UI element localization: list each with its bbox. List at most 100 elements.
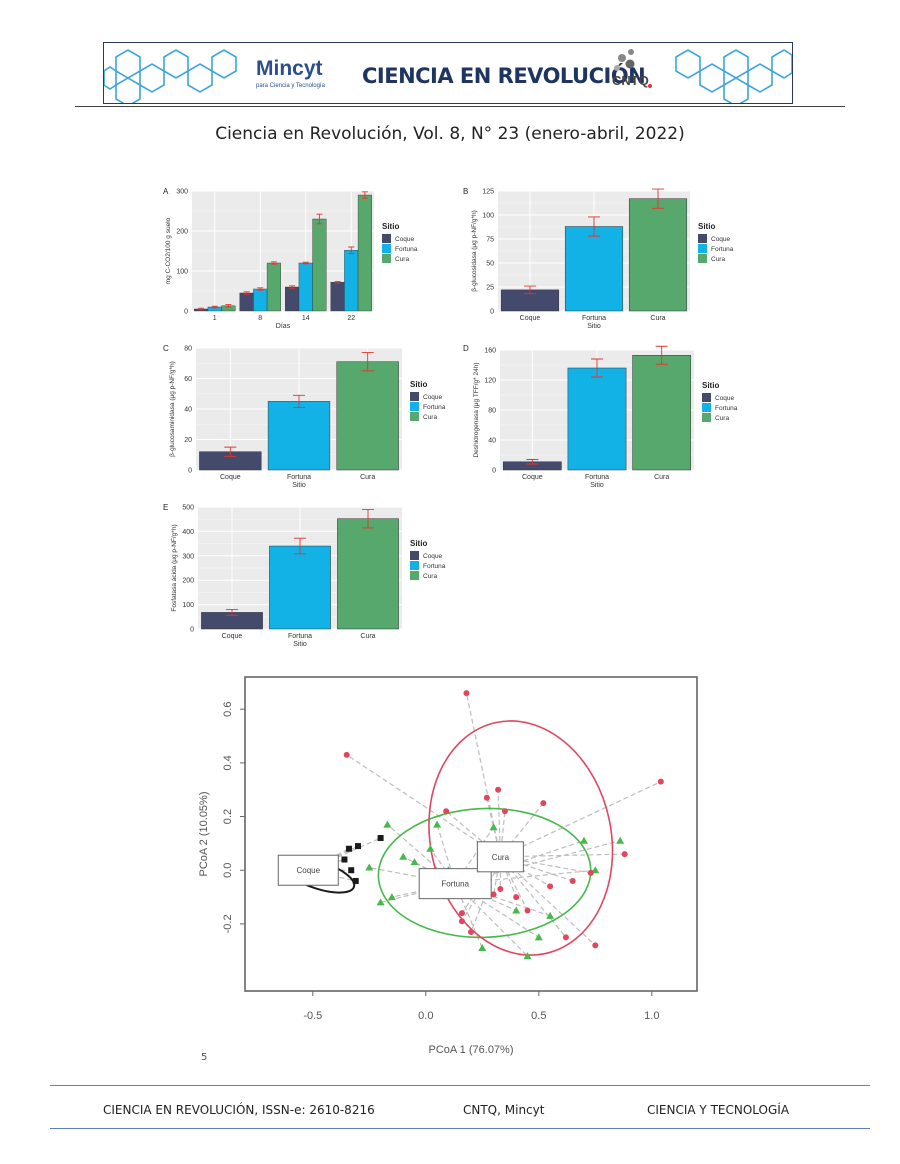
x-tick-label: 1 xyxy=(213,315,217,322)
y-axis-label: Fosfatasa ácida (μg p-NF/g*h) xyxy=(171,524,178,611)
x-axis-label: Días xyxy=(276,323,291,330)
y-tick-label: 60 xyxy=(184,376,192,383)
y-tick-label: 25 xyxy=(486,285,494,292)
error-bar xyxy=(224,446,237,457)
data-point xyxy=(497,886,504,893)
legend-swatch xyxy=(702,393,711,402)
y-tick-label: 0.2 xyxy=(222,809,234,824)
legend-label: Fortuna xyxy=(715,405,738,412)
x-axis-label: Sitio xyxy=(292,482,306,489)
data-point xyxy=(376,898,385,906)
data-point xyxy=(569,877,576,884)
data-point xyxy=(501,808,508,815)
legend-swatch xyxy=(410,561,419,570)
error-bar xyxy=(334,280,341,284)
x-tick-label: Fortuna xyxy=(287,474,311,481)
data-point xyxy=(587,869,594,876)
legend-label: Coque xyxy=(711,236,731,243)
pcoa-plot: -0.5 0.0 0.5 1.0 -0.2 0.0 0.2 0.4 0.6 PCoA 1 (76.… xyxy=(195,675,720,1090)
chart-panel-a: A 0 100 200 300 1 8 14 22 Días mg C-CO2/100 g suel… xyxy=(160,185,420,340)
y-tick-label: 400 xyxy=(182,529,194,536)
spider-line xyxy=(500,781,662,858)
legend-label: Cura xyxy=(395,256,409,263)
centroid-label: Fortuna xyxy=(441,880,469,889)
data-point xyxy=(657,778,664,785)
banner-graphic: Mincyt para Ciencia y Tecnología CIENCIA… xyxy=(103,49,793,107)
data-point xyxy=(495,786,502,793)
error-bar xyxy=(361,191,368,199)
panel-letter: D xyxy=(463,344,469,353)
spider-line xyxy=(369,866,456,885)
legend-label: Coque xyxy=(395,236,415,243)
legend-swatch xyxy=(382,234,391,243)
legend-label: Cura xyxy=(423,573,437,580)
y-tick-label: 300 xyxy=(176,189,188,196)
data-point xyxy=(562,934,569,941)
data-point xyxy=(478,944,487,952)
group-ellipse xyxy=(377,807,592,939)
error-bar xyxy=(652,188,664,209)
legend-label: Fortuna xyxy=(395,246,418,253)
bar xyxy=(357,194,372,312)
y-tick-label: 80 xyxy=(488,408,496,415)
mincyt-logo-sub: para Ciencia y Tecnología xyxy=(256,83,326,89)
error-bar xyxy=(211,305,218,309)
data-point xyxy=(345,845,352,852)
legend-label: Cura xyxy=(711,256,725,263)
error-bar xyxy=(526,459,539,465)
bar xyxy=(269,545,331,630)
bar xyxy=(344,249,359,312)
bar xyxy=(628,198,688,312)
error-bar xyxy=(225,304,232,308)
bar xyxy=(330,281,345,312)
banner-title: CIENCIA EN REVOLUCIÓN xyxy=(362,63,645,88)
error-bar xyxy=(243,291,250,295)
cntq-logo-icon xyxy=(614,49,652,88)
y-tick-label: -0.2 xyxy=(222,914,234,933)
legend-swatch xyxy=(698,254,707,263)
error-bar xyxy=(655,345,668,365)
data-point xyxy=(580,836,588,844)
header-rule xyxy=(75,106,845,107)
x-axis-label: Sitio xyxy=(587,323,601,330)
legend-swatch xyxy=(410,551,419,560)
data-point xyxy=(546,911,555,919)
data-point xyxy=(341,856,348,863)
bar xyxy=(239,292,254,312)
x-tick-label: Cura xyxy=(360,474,375,481)
data-point xyxy=(343,751,350,758)
hexagon-pattern-left-icon xyxy=(103,49,237,107)
legend-title: Sitio xyxy=(702,381,719,390)
spider-line xyxy=(308,837,381,871)
data-point xyxy=(534,933,543,941)
data-point xyxy=(463,690,470,697)
bar xyxy=(267,401,331,471)
legend-swatch xyxy=(410,412,419,421)
y-tick-label: 160 xyxy=(484,348,496,355)
y-tick-label: 20 xyxy=(184,437,192,444)
legend-swatch xyxy=(698,234,707,243)
legend-swatch xyxy=(410,402,419,411)
x-tick-label: Coque xyxy=(222,633,243,640)
y-tick-label: 300 xyxy=(182,553,194,560)
panel-letter: C xyxy=(163,344,169,353)
data-point xyxy=(458,918,465,925)
error-bar xyxy=(270,261,277,265)
data-point xyxy=(512,906,521,914)
panel-letter: E xyxy=(163,503,168,512)
centroid-label-box xyxy=(277,854,339,886)
y-axis-label: mg C-CO2/100 g suelo xyxy=(165,217,172,284)
y-tick-label: 100 xyxy=(176,269,188,276)
x-tick-label: Fortuna xyxy=(585,474,609,481)
legend-label: Cura xyxy=(715,415,729,422)
legend-title: Sitio xyxy=(410,380,427,389)
x-tick-label: 0.0 xyxy=(418,1010,433,1022)
data-point xyxy=(592,942,599,949)
y-tick-label: 40 xyxy=(488,438,496,445)
plot-frame xyxy=(244,676,698,992)
y-tick-label: 40 xyxy=(184,407,192,414)
legend-title: Sitio xyxy=(382,222,399,231)
data-point xyxy=(540,800,547,807)
x-tick-label: Fortuna xyxy=(288,633,312,640)
bar xyxy=(253,288,268,312)
